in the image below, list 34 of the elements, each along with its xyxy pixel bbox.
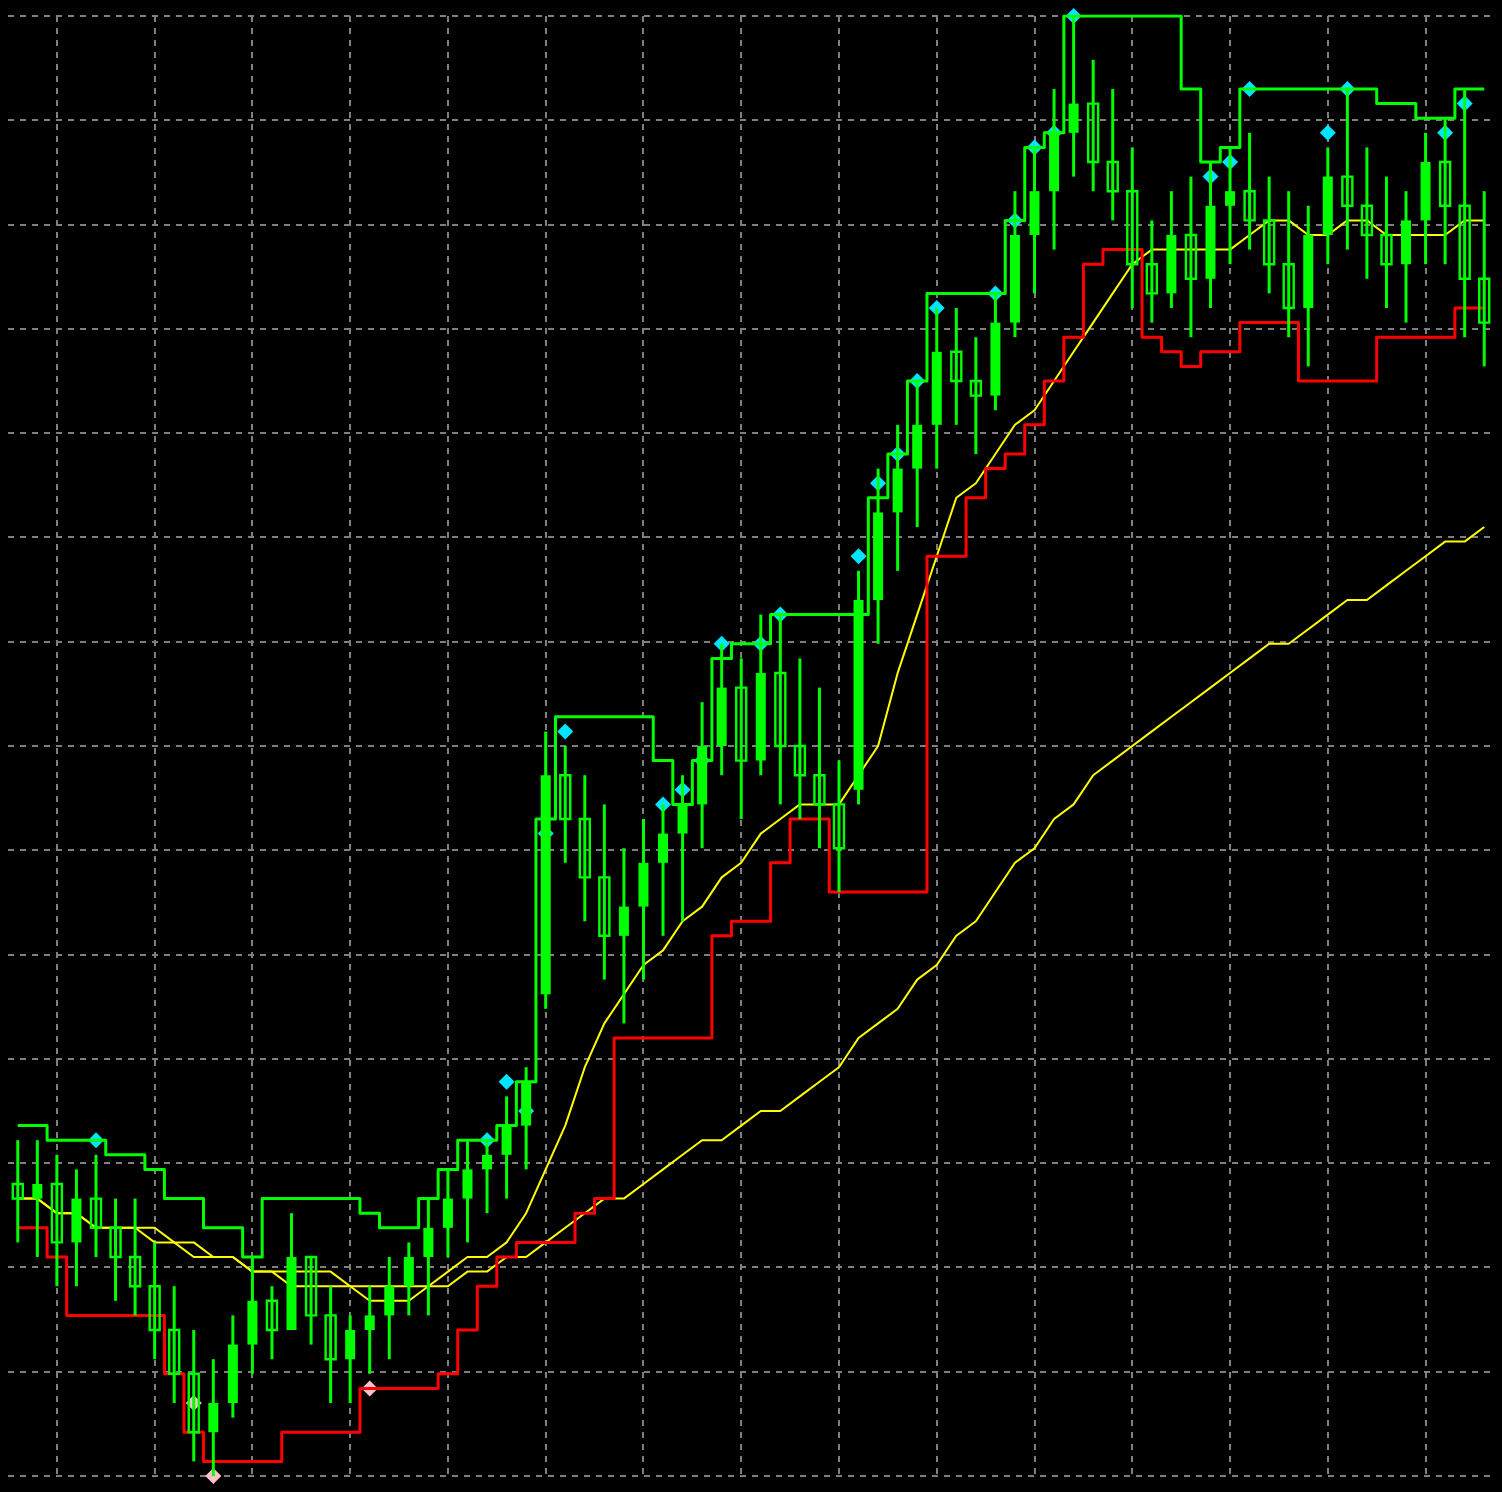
candlestick xyxy=(969,337,983,454)
candlestick xyxy=(1106,89,1119,221)
candlestick xyxy=(559,746,572,863)
candlestick xyxy=(1184,176,1198,338)
candlestick xyxy=(1243,132,1256,250)
candlestick xyxy=(735,658,748,819)
candlestick xyxy=(128,1198,142,1316)
candlestick xyxy=(950,308,963,425)
candlestick xyxy=(11,1140,24,1243)
candlestick xyxy=(148,1242,161,1360)
candlestick xyxy=(50,1154,64,1287)
candlestick xyxy=(324,1286,337,1403)
candlestick xyxy=(109,1198,122,1301)
point xyxy=(498,1073,515,1090)
candlestick xyxy=(813,687,826,849)
candlestick xyxy=(793,658,807,819)
candlestick xyxy=(578,775,591,922)
candlestick xyxy=(1145,220,1159,323)
candlestick xyxy=(168,1286,181,1403)
point xyxy=(557,723,574,740)
candlestick xyxy=(1282,191,1295,338)
candlestick xyxy=(304,1255,318,1345)
point xyxy=(1319,124,1336,141)
point xyxy=(850,548,867,565)
candlestick xyxy=(1086,59,1100,192)
candlestick xyxy=(598,804,611,980)
candlestick xyxy=(1478,191,1491,367)
candlestick xyxy=(832,760,846,892)
candlestick xyxy=(1360,147,1374,279)
candlestick xyxy=(1380,176,1393,308)
candlestick xyxy=(1126,147,1139,308)
candlestick xyxy=(265,1286,279,1360)
candlestick xyxy=(89,1154,103,1257)
candlestick xyxy=(1262,176,1276,294)
